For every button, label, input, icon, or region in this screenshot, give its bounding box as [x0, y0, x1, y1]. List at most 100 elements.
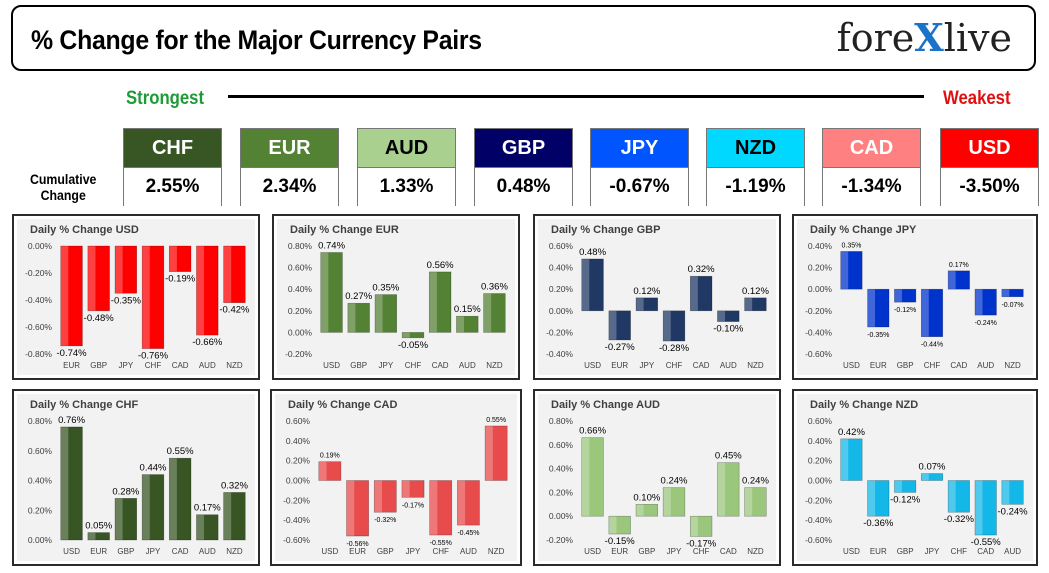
chart-panel-6: Daily % Change CAD 0.60% 0.40% 0.20% 0.00% -0… — [270, 389, 522, 566]
bar — [717, 462, 740, 517]
x-tick-label: CAD — [720, 547, 737, 556]
y-tick-label: -0.80% — [25, 349, 52, 359]
currency-box-aud: AUD 1.33% — [357, 128, 456, 206]
data-label: 0.66% — [579, 426, 606, 437]
bar-highlight — [717, 310, 726, 322]
data-label: 0.35% — [841, 242, 861, 249]
y-tick-label: 0.20% — [288, 306, 313, 316]
x-tick-label: CAD — [172, 547, 189, 556]
bar-outline — [168, 457, 192, 541]
ranking-line — [228, 95, 924, 98]
bar-highlight — [744, 487, 753, 517]
y-tick-label: 0.80% — [549, 416, 574, 426]
chart-panel-8: Daily % Change NZD 0.60% 0.40% 0.20% 0.00% -0… — [792, 389, 1038, 566]
x-tick-label: JPY — [119, 361, 134, 370]
bar — [894, 289, 916, 303]
bar-outline — [689, 275, 713, 312]
data-label: -0.76% — [138, 351, 169, 362]
bar-outline — [974, 288, 997, 316]
bar-outline — [947, 480, 970, 513]
bar-highlight — [375, 294, 383, 333]
data-label: -0.55% — [971, 537, 1002, 548]
logo-text-left: fore — [836, 16, 915, 60]
bar — [169, 246, 191, 272]
y-tick-label: 0.60% — [549, 440, 574, 450]
forexlive-logo: foreXlive — [837, 15, 1012, 60]
bar — [974, 480, 997, 536]
bar-outline — [60, 426, 83, 541]
bar-highlight — [429, 271, 437, 333]
currency-box-eur: EUR 2.34% — [240, 128, 339, 206]
bar-outline — [347, 302, 370, 333]
bar — [87, 246, 110, 311]
bar-highlight — [456, 316, 465, 333]
bar-highlight — [429, 480, 438, 536]
data-label: -0.66% — [192, 337, 223, 348]
bar — [894, 480, 916, 493]
currency-box-cad: CAD -1.34% — [822, 128, 921, 206]
bar — [581, 437, 604, 517]
bar-outline — [223, 492, 246, 541]
bar-highlight — [1001, 480, 1010, 505]
bar-highlight — [840, 438, 849, 481]
y-tick-label: -0.60% — [805, 535, 832, 545]
bar-outline — [608, 515, 631, 535]
y-tick-label: 0.80% — [28, 416, 53, 426]
data-label: 0.24% — [661, 476, 688, 487]
bar-outline — [867, 480, 890, 517]
bar-highlight — [223, 492, 232, 540]
data-label: 0.48% — [579, 247, 606, 258]
currency-box-jpy: JPY -0.67% — [590, 128, 689, 206]
y-tick-label: 0.40% — [808, 241, 833, 251]
x-tick-label: NZD — [488, 547, 505, 556]
data-label: -0.56% — [346, 541, 368, 548]
bar — [840, 438, 863, 481]
bar — [840, 251, 863, 290]
bar — [867, 289, 890, 327]
chart-title: Daily % Change CAD — [288, 399, 397, 411]
bar-outline — [373, 480, 397, 513]
bar-outline — [635, 504, 659, 517]
bar-highlight — [608, 516, 617, 535]
header-box: % Change for the Major Currency Pairs fo… — [11, 5, 1036, 71]
data-label: -0.24% — [998, 506, 1029, 517]
bar-outline — [87, 532, 110, 541]
bar-chart: Daily % Change EUR 0.80% 0.60% 0.40% 0.20% 0.… — [277, 219, 515, 375]
bar-outline — [744, 297, 767, 312]
y-tick-label: -0.20% — [25, 268, 52, 278]
y-tick-label: 0.60% — [286, 416, 311, 426]
bar-highlight — [196, 246, 205, 336]
data-label: -0.07% — [1001, 302, 1023, 309]
y-tick-label: -0.20% — [546, 327, 573, 337]
data-label: 0.15% — [454, 304, 481, 315]
chart-panel-4: Daily % Change JPY 0.40% 0.20% 0.00% -0.20% -… — [792, 214, 1038, 380]
bar-outline — [428, 271, 452, 333]
x-tick-label: NZD — [747, 361, 764, 370]
y-tick-label: 0.40% — [549, 464, 574, 474]
bar-highlight — [867, 289, 876, 327]
bar — [318, 461, 341, 481]
data-label: 0.44% — [140, 463, 167, 474]
bar — [223, 246, 246, 303]
y-tick-label: 0.00% — [549, 306, 574, 316]
bar-outline — [483, 293, 506, 333]
data-label: 0.24% — [742, 476, 769, 487]
data-label: -0.10% — [713, 324, 744, 335]
bar-chart: Daily % Change CAD 0.60% 0.40% 0.20% 0.00% -0… — [275, 394, 517, 561]
y-tick-label: 0.00% — [288, 327, 313, 337]
data-label: 0.36% — [481, 282, 508, 293]
bar — [921, 473, 943, 481]
bar-highlight — [1001, 289, 1010, 297]
y-tick-label: 0.20% — [808, 263, 833, 273]
x-tick-label: CAD — [950, 361, 967, 370]
bar-outline — [401, 332, 425, 339]
data-label: -0.24% — [975, 320, 997, 327]
bar — [974, 289, 997, 316]
currency-box-nzd: NZD -1.19% — [706, 128, 805, 206]
chart-title: Daily % Change EUR — [290, 224, 399, 236]
y-tick-label: 0.00% — [808, 284, 833, 294]
bar-highlight — [483, 293, 492, 333]
bar-chart: Daily % Change GBP 0.60% 0.40% 0.20% 0.00% -0… — [538, 219, 776, 375]
x-tick-label: GBP — [897, 547, 914, 556]
currency-code: EUR — [241, 129, 338, 168]
